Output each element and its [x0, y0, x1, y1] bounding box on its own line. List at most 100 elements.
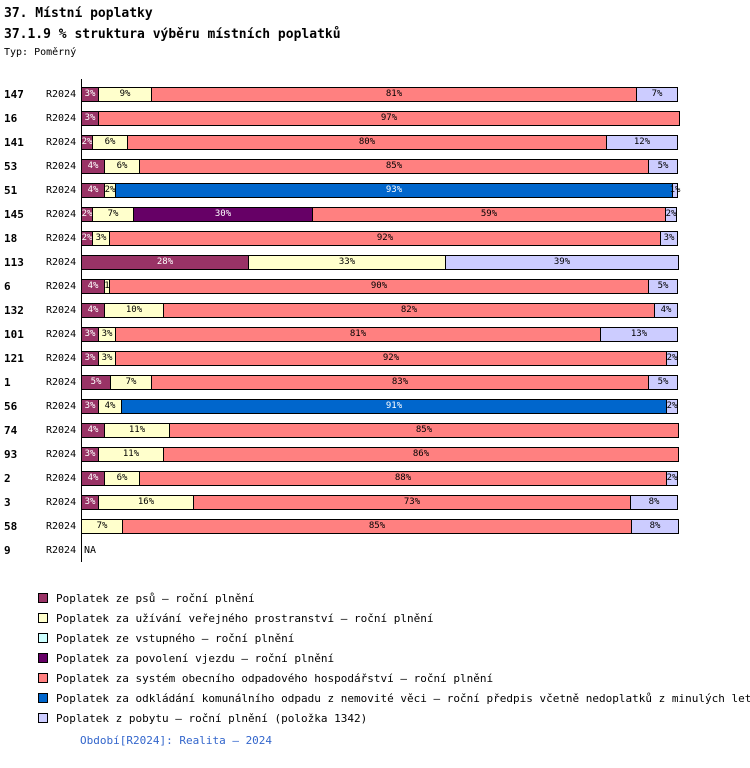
bar-segment-psi: 3%	[81, 398, 99, 414]
chart-row: 2 R2024 4% 6% 88% 2%	[0, 466, 750, 490]
legend-label: Poplatek ze vstupného – roční plnění	[56, 631, 295, 645]
row-period: R2024	[46, 280, 77, 292]
bar-segment-psi: 3%	[81, 86, 99, 102]
bar-segment-pobyt: 5%	[648, 374, 678, 390]
legend-item-prostranstvi: Poplatek za užívání veřejného prostranst…	[0, 608, 750, 628]
bar-segment-odpad_system: 88%	[139, 470, 667, 486]
legend-swatch-icon	[38, 613, 48, 623]
row-period: R2024	[46, 160, 77, 172]
legend-swatch-icon	[38, 593, 48, 603]
bar-segment-odpad_system: 97%	[98, 110, 680, 126]
row-period: R2024	[46, 376, 77, 388]
bar-segment-pobyt: 2%	[666, 398, 678, 414]
bar-segment-odpad_system: 82%	[163, 302, 655, 318]
row-id: 145	[4, 207, 24, 221]
bar-segment-prostranstvi: 7%	[81, 518, 123, 534]
bar-segment-pobyt: 2%	[666, 350, 678, 366]
bar-segment-pobyt: 13%	[600, 326, 678, 342]
row-na-value: NA	[84, 544, 97, 556]
row-period: R2024	[46, 88, 77, 100]
chart-row: 56 R2024 3% 4% 91% 2%	[0, 394, 750, 418]
bar-segment-odpad_system: 92%	[109, 230, 661, 246]
row-id: 3	[4, 495, 11, 509]
bar-segment-psi: 4%	[81, 182, 105, 198]
legend-item-vstupne: Poplatek ze vstupného – roční plnění	[0, 628, 750, 648]
row-id: 58	[4, 519, 18, 533]
stacked-bar: 3% 97%	[81, 110, 680, 126]
legend-swatch-icon	[38, 713, 48, 723]
bar-segment-psi: 3%	[81, 350, 99, 366]
bar-segment-pobyt: 7%	[636, 86, 678, 102]
row-period: R2024	[46, 424, 77, 436]
row-id: 16	[4, 111, 18, 125]
bar-segment-pobyt: 8%	[630, 494, 678, 510]
bar-segment-pobyt: 5%	[648, 158, 678, 174]
legend-label: Poplatek ze psů – roční plnění	[56, 591, 255, 605]
stacked-bar: 5% 7% 83% 5%	[81, 374, 678, 390]
legend-label: Poplatek za systém obecního odpadového h…	[56, 671, 494, 685]
bar-segment-odpad_system: 86%	[163, 446, 679, 462]
period-caption: Období[R2024]: Realita – 2024	[80, 734, 273, 747]
stacked-bar: 4% 2% 93% 1%	[81, 182, 680, 198]
chart-row: 141 R2024 2% 6% 80% 12%	[0, 130, 750, 154]
bar-segment-psi: 4%	[81, 158, 105, 174]
bar-segment-pobyt: 4%	[654, 302, 678, 318]
bar-segment-prostranstvi: 16%	[98, 494, 194, 510]
row-id: 93	[4, 447, 18, 461]
bar-segment-odpad_nemovitost: 91%	[121, 398, 667, 414]
chart-legend: Poplatek ze psů – roční plnění Poplatek z…	[0, 588, 750, 728]
bar-segment-prostranstvi: 6%	[104, 470, 140, 486]
bar-segment-odpad_system: 80%	[127, 134, 607, 150]
bar-segment-odpad_system: 85%	[169, 422, 679, 438]
bar-segment-odpad_system: 85%	[122, 518, 632, 534]
row-period: R2024	[46, 448, 77, 460]
bar-segment-psi: 3%	[81, 446, 99, 462]
chart-row: 145 R2024 2% 7% 30% 59% 2%	[0, 202, 750, 226]
bar-segment-prostranstvi: 7%	[92, 206, 134, 222]
legend-item-vjezd: Poplatek za povolení vjezdu – roční plně…	[0, 648, 750, 668]
chart-row: 58 R2024 7% 85% 8%	[0, 514, 750, 538]
stacked-bar: 4% 6% 85% 5%	[81, 158, 678, 174]
row-period: R2024	[46, 304, 77, 316]
legend-label: Poplatek za povolení vjezdu – roční plně…	[56, 651, 335, 665]
bar-segment-prostranstvi: 7%	[110, 374, 152, 390]
bar-segment-psi: 5%	[81, 374, 111, 390]
stacked-bar: 2% 3% 92% 3%	[81, 230, 678, 246]
bar-segment-prostranstvi: 3%	[98, 350, 116, 366]
chart-row: 147 R2024 3% 9% 81% 7%	[0, 82, 750, 106]
stacked-bar: 4% 6% 88% 2%	[81, 470, 678, 486]
bar-segment-prostranstvi: 9%	[98, 86, 152, 102]
row-period: R2024	[46, 184, 77, 196]
row-period: R2024	[46, 352, 77, 364]
bar-segment-vjezd: 30%	[133, 206, 313, 222]
bar-segment-pobyt: 2%	[665, 206, 677, 222]
legend-swatch-icon	[38, 653, 48, 663]
chart-row: 18 R2024 2% 3% 92% 3%	[0, 226, 750, 250]
stacked-bar: 3% 16% 73% 8%	[81, 494, 678, 510]
chart-row: 16 R2024 3% 97%	[0, 106, 750, 130]
chart-row: 93 R2024 3% 11% 86%	[0, 442, 750, 466]
stacked-bar: 4% 11% 85%	[81, 422, 679, 438]
bar-segment-prostranstvi: 3%	[98, 326, 116, 342]
chart-page: 37. Místní poplatky 37.1.9 % struktura v…	[0, 6, 750, 747]
row-id: 51	[4, 183, 18, 197]
bar-segment-psi: 4%	[81, 470, 105, 486]
bar-segment-psi: 3%	[81, 110, 99, 126]
bar-segment-psi: 4%	[81, 422, 105, 438]
bar-segment-odpad_system: 90%	[109, 278, 649, 294]
bar-segment-prostranstvi: 33%	[248, 254, 446, 270]
row-id: 147	[4, 87, 24, 101]
stacked-bar: 28% 33% 39%	[81, 254, 679, 270]
bar-segment-odpad_system: 92%	[115, 350, 667, 366]
stacked-bar: 3% 11% 86%	[81, 446, 679, 462]
legend-swatch-icon	[38, 633, 48, 643]
bar-segment-psi: 3%	[81, 326, 99, 342]
legend-swatch-icon	[38, 693, 48, 703]
row-id: 2	[4, 471, 11, 485]
row-id: 121	[4, 351, 24, 365]
row-period: R2024	[46, 520, 77, 532]
bar-segment-odpad_system: 85%	[139, 158, 649, 174]
chart-row: 121 R2024 3% 3% 92% 2%	[0, 346, 750, 370]
row-period: R2024	[46, 232, 77, 244]
bar-segment-psi: 4%	[81, 278, 105, 294]
